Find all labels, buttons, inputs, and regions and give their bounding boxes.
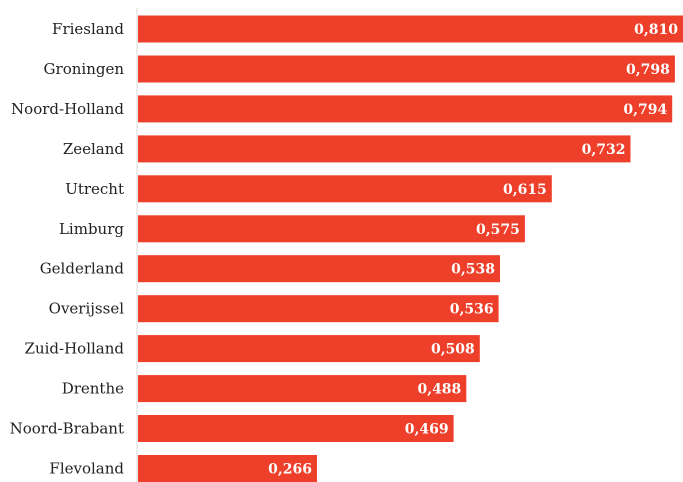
value-label-noord-holland: 0,794 — [623, 102, 667, 118]
value-label-flevoland: 0,266 — [268, 462, 312, 478]
category-label-overijssel: Overijssel — [49, 300, 125, 318]
bar-zuid-holland — [138, 335, 480, 363]
category-label-flevoland: Flevoland — [49, 460, 124, 478]
value-label-friesland: 0,810 — [634, 22, 678, 38]
category-label-drenthe: Drenthe — [62, 380, 124, 398]
value-label-zeeland: 0,732 — [582, 142, 626, 158]
category-label-utrecht: Utrecht — [65, 180, 124, 198]
bar-utrecht — [138, 175, 552, 203]
category-label-noord-brabant: Noord-Brabant — [10, 420, 124, 438]
category-label-limburg: Limburg — [59, 220, 124, 238]
value-label-overijssel: 0,536 — [450, 302, 494, 318]
labels-layer: Friesland 0,810 Groningen 0,798 Noord-Hollan… — [10, 20, 679, 478]
bar-flevoland — [138, 455, 317, 482]
bar-groningen — [138, 55, 675, 83]
category-label-noord-holland: Noord-Holland — [11, 100, 124, 118]
value-label-gelderland: 0,538 — [451, 262, 495, 278]
bar-drenthe — [138, 375, 467, 403]
value-label-zuid-holland: 0,508 — [431, 342, 475, 358]
bar-noord-holland — [138, 95, 673, 123]
value-label-drenthe: 0,488 — [417, 382, 461, 398]
bar-noord-brabant — [138, 415, 454, 442]
value-label-utrecht: 0,615 — [503, 182, 547, 198]
value-label-noord-brabant: 0,469 — [405, 422, 449, 438]
category-label-gelderland: Gelderland — [40, 260, 125, 278]
bar-friesland — [138, 15, 683, 43]
bar-limburg — [138, 215, 525, 243]
category-label-groningen: Groningen — [44, 60, 125, 78]
value-label-limburg: 0,575 — [476, 222, 520, 238]
value-label-groningen: 0,798 — [626, 62, 670, 78]
bar-gelderland — [138, 255, 500, 283]
bar-overijssel — [138, 295, 499, 323]
bar-zeeland — [138, 135, 631, 163]
category-label-zuid-holland: Zuid-Holland — [25, 340, 125, 358]
category-label-zeeland: Zeeland — [63, 140, 125, 158]
bars-layer — [138, 15, 683, 482]
category-label-friesland: Friesland — [52, 20, 124, 38]
